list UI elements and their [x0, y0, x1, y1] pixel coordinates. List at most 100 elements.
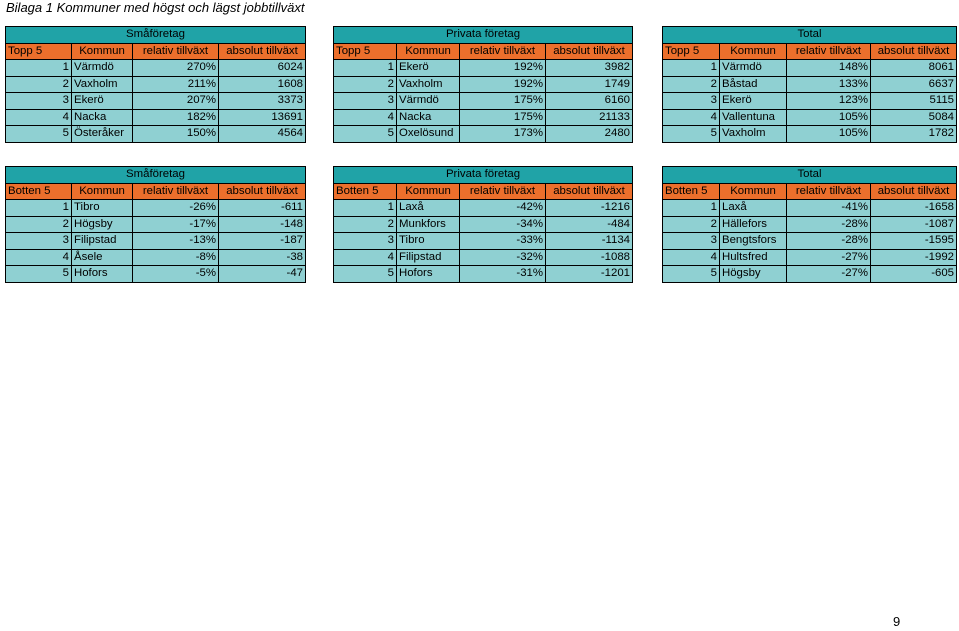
kommun-cell: Nacka [71, 108, 133, 126]
table-row: 3 Filipstad -13% -187 [5, 232, 306, 250]
table-row: 3 Bengtsfors -28% -1595 [662, 232, 957, 250]
relativ-cell: 175% [459, 92, 546, 110]
kommun-cell: Munkfors [396, 215, 460, 233]
rank-cell: 5 [5, 265, 72, 283]
rank-header: Topp 5 [662, 42, 720, 60]
relativ-cell: -17% [132, 215, 219, 233]
group-header-row: Småföretag [5, 166, 306, 184]
ranking-table: Privata företag Topp 5 Kommun relativ tillv… [333, 26, 633, 143]
relativ-cell: -32% [459, 248, 546, 266]
kommun-cell: Högsby [719, 265, 787, 283]
absolut-cell: -605 [870, 265, 957, 283]
table-row: 3 Ekerö 123% 5115 [662, 92, 957, 110]
relativ-cell: -13% [132, 232, 219, 250]
rank-header: Botten 5 [5, 182, 72, 200]
kommun-header: Kommun [719, 42, 787, 60]
table-row: 2 Vaxholm 192% 1749 [333, 75, 633, 93]
group-title: Småföretag [5, 26, 306, 44]
group-title: Total [662, 26, 957, 44]
rank-cell: 3 [662, 232, 720, 250]
absolut-cell: -1087 [870, 215, 957, 233]
ranking-table: Privata företag Botten 5 Kommun relativ til… [333, 166, 633, 283]
absolut-header: absolut tillväxt [870, 182, 957, 200]
table-row: 2 Högsby -17% -148 [5, 215, 306, 233]
relativ-cell: 133% [786, 75, 871, 93]
kommun-header: Kommun [396, 42, 460, 60]
group-title: Total [662, 166, 957, 184]
table-row: 5 Österåker 150% 4564 [5, 125, 306, 143]
relativ-header: relativ tillväxt [786, 182, 871, 200]
absolut-cell: 13691 [218, 108, 306, 126]
rank-header: Topp 5 [5, 42, 72, 60]
absolut-header: absolut tillväxt [545, 182, 633, 200]
table-row: 2 Hällefors -28% -1087 [662, 215, 957, 233]
table-row: 4 Nacka 175% 21133 [333, 108, 633, 126]
relativ-cell: -41% [786, 199, 871, 217]
relativ-cell: -31% [459, 265, 546, 283]
absolut-cell: -38 [218, 248, 306, 266]
rank-header: Topp 5 [333, 42, 397, 60]
kommun-cell: Nacka [396, 108, 460, 126]
column-header-row: Topp 5 Kommun relativ tillväxt absolut till… [5, 42, 306, 60]
absolut-cell: 21133 [545, 108, 633, 126]
table-row: 1 Laxå -42% -1216 [333, 199, 633, 217]
absolut-cell: -1658 [870, 199, 957, 217]
table-row: 1 Ekerö 192% 3982 [333, 59, 633, 77]
rank-cell: 2 [333, 215, 397, 233]
bottom-table-2: Privata företag Botten 5 Kommun relativ til… [333, 166, 633, 283]
kommun-cell: Bengtsfors [719, 232, 787, 250]
table-row: 5 Hofors -31% -1201 [333, 265, 633, 283]
relativ-header: relativ tillväxt [132, 182, 219, 200]
kommun-cell: Tibro [71, 199, 133, 217]
absolut-cell: 6024 [218, 59, 306, 77]
relativ-cell: 173% [459, 125, 546, 143]
relativ-cell: 150% [132, 125, 219, 143]
relativ-cell: 207% [132, 92, 219, 110]
kommun-cell: Ekerö [71, 92, 133, 110]
absolut-cell: -148 [218, 215, 306, 233]
kommun-cell: Tibro [396, 232, 460, 250]
top-table-3: Total Topp 5 Kommun relativ tillväxt absolut… [662, 26, 957, 143]
rank-header: Botten 5 [333, 182, 397, 200]
table-row: 5 Hofors -5% -47 [5, 265, 306, 283]
rank-cell: 5 [333, 265, 397, 283]
top-table-2: Privata företag Topp 5 Kommun relativ tillv… [333, 26, 633, 143]
rank-cell: 4 [5, 108, 72, 126]
kommun-cell: Båstad [719, 75, 787, 93]
document-title: Bilaga 1 Kommuner med högst och lägst jo… [6, 0, 305, 15]
relativ-cell: 192% [459, 75, 546, 93]
kommun-header: Kommun [719, 182, 787, 200]
kommun-cell: Värmdö [719, 59, 787, 77]
relativ-header: relativ tillväxt [786, 42, 871, 60]
rank-cell: 2 [333, 75, 397, 93]
rank-cell: 5 [662, 125, 720, 143]
kommun-cell: Vaxholm [396, 75, 460, 93]
absolut-cell: -1201 [545, 265, 633, 283]
kommun-cell: Hultsfred [719, 248, 787, 266]
rank-cell: 4 [662, 108, 720, 126]
relativ-cell: 175% [459, 108, 546, 126]
table-row: 1 Värmdö 148% 8061 [662, 59, 957, 77]
table-row: 5 Högsby -27% -605 [662, 265, 957, 283]
kommun-header: Kommun [396, 182, 460, 200]
kommun-cell: Österåker [71, 125, 133, 143]
group-header-row: Total [662, 26, 957, 44]
group-title: Privata företag [333, 26, 633, 44]
absolut-cell: -187 [218, 232, 306, 250]
kommun-cell: Laxå [719, 199, 787, 217]
rank-cell: 4 [333, 108, 397, 126]
table-row: 1 Värmdö 270% 6024 [5, 59, 306, 77]
table-row: 2 Munkfors -34% -484 [333, 215, 633, 233]
column-header-row: Topp 5 Kommun relativ tillväxt absolut till… [662, 42, 957, 60]
relativ-cell: 182% [132, 108, 219, 126]
absolut-cell: 5115 [870, 92, 957, 110]
column-header-row: Botten 5 Kommun relativ tillväxt absolut ti… [5, 182, 306, 200]
kommun-cell: Vaxholm [719, 125, 787, 143]
absolut-cell: -1992 [870, 248, 957, 266]
rank-cell: 1 [5, 199, 72, 217]
table-row: 4 Nacka 182% 13691 [5, 108, 306, 126]
relativ-header: relativ tillväxt [459, 42, 546, 60]
table-row: 4 Åsele -8% -38 [5, 248, 306, 266]
absolut-cell: -1134 [545, 232, 633, 250]
absolut-cell: 1749 [545, 75, 633, 93]
